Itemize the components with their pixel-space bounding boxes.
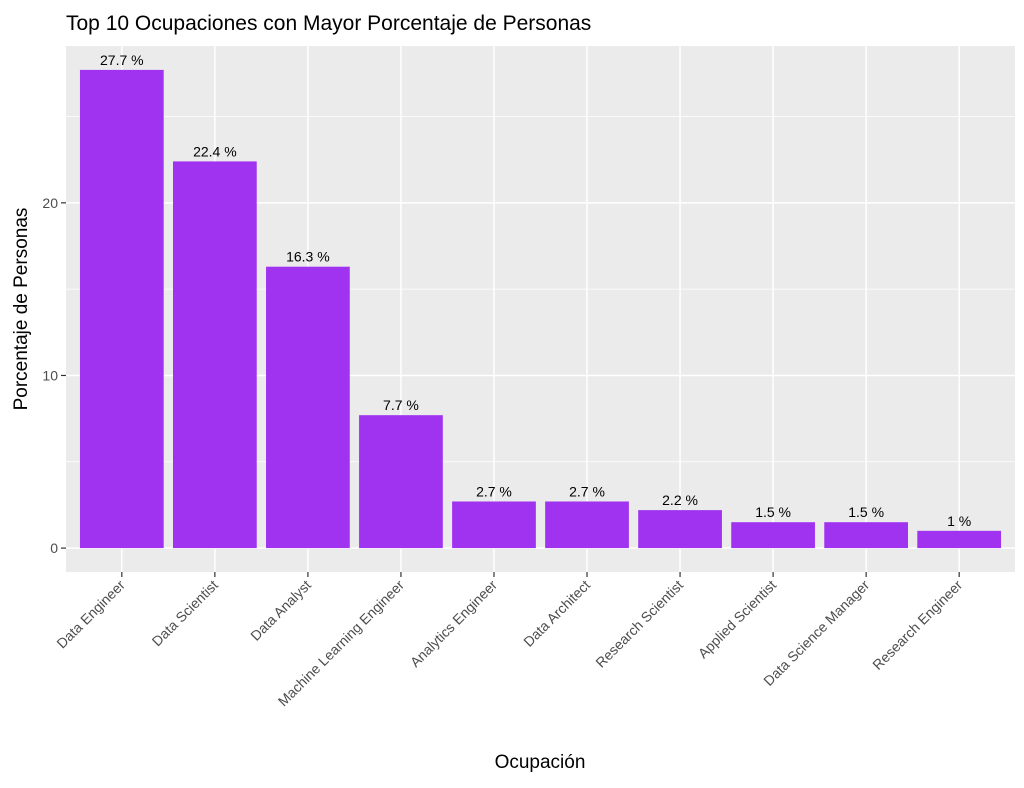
bar (172, 161, 257, 549)
x-tick-label: Applied Scientist (695, 577, 780, 662)
x-tick-label: Data Scientist (149, 577, 221, 649)
data-label: 1 % (947, 513, 971, 529)
bar (452, 501, 536, 549)
chart-title: Top 10 Ocupaciones con Mayor Porcentaje … (66, 12, 591, 35)
bar (359, 415, 443, 549)
bar (545, 501, 629, 549)
bar (638, 510, 722, 549)
data-label: 16.3 % (286, 249, 330, 265)
data-label: 2.7 % (569, 483, 605, 499)
x-tick-label: Data Engineer (53, 577, 128, 652)
x-axis-label: Ocupación (495, 752, 586, 773)
data-label: 2.7 % (476, 483, 512, 499)
bar (731, 522, 815, 549)
data-label: 27.7 % (100, 52, 144, 68)
y-tick-label: 20 (42, 195, 58, 211)
data-label: 7.7 % (383, 397, 419, 413)
bar (824, 522, 909, 549)
data-label: 22.4 % (193, 143, 237, 159)
data-labels: 27.7 % 22.4 % 16.3 % 7.7 % 2.7 % 2.7 % 2.2 % 1.… (100, 52, 971, 529)
y-axis-label: Porcentaje de Personas (11, 208, 32, 411)
bar (79, 69, 164, 549)
bar (917, 530, 1002, 549)
data-label: 1.5 % (755, 504, 791, 520)
y-axis: 0 10 20 (42, 195, 66, 556)
x-tick-label: Data Analyst (247, 577, 314, 644)
x-tick-label: Data Architect (520, 577, 593, 650)
y-tick-label: 10 (42, 367, 58, 383)
x-tick-label: Research Scientist (592, 577, 686, 671)
y-tick-label: 0 (50, 540, 58, 556)
data-label: 1.5 % (848, 504, 884, 520)
bar (266, 266, 350, 549)
x-tick-label: Data Science Manager (760, 577, 872, 689)
x-axis: Data Engineer Data Scientist Data AnalystM… (53, 572, 966, 709)
x-tick-label: Research Engineer (869, 577, 965, 673)
x-tick-label: Analytics Engineer (407, 577, 501, 671)
bars (79, 69, 1002, 549)
data-label: 2.2 % (662, 492, 698, 508)
